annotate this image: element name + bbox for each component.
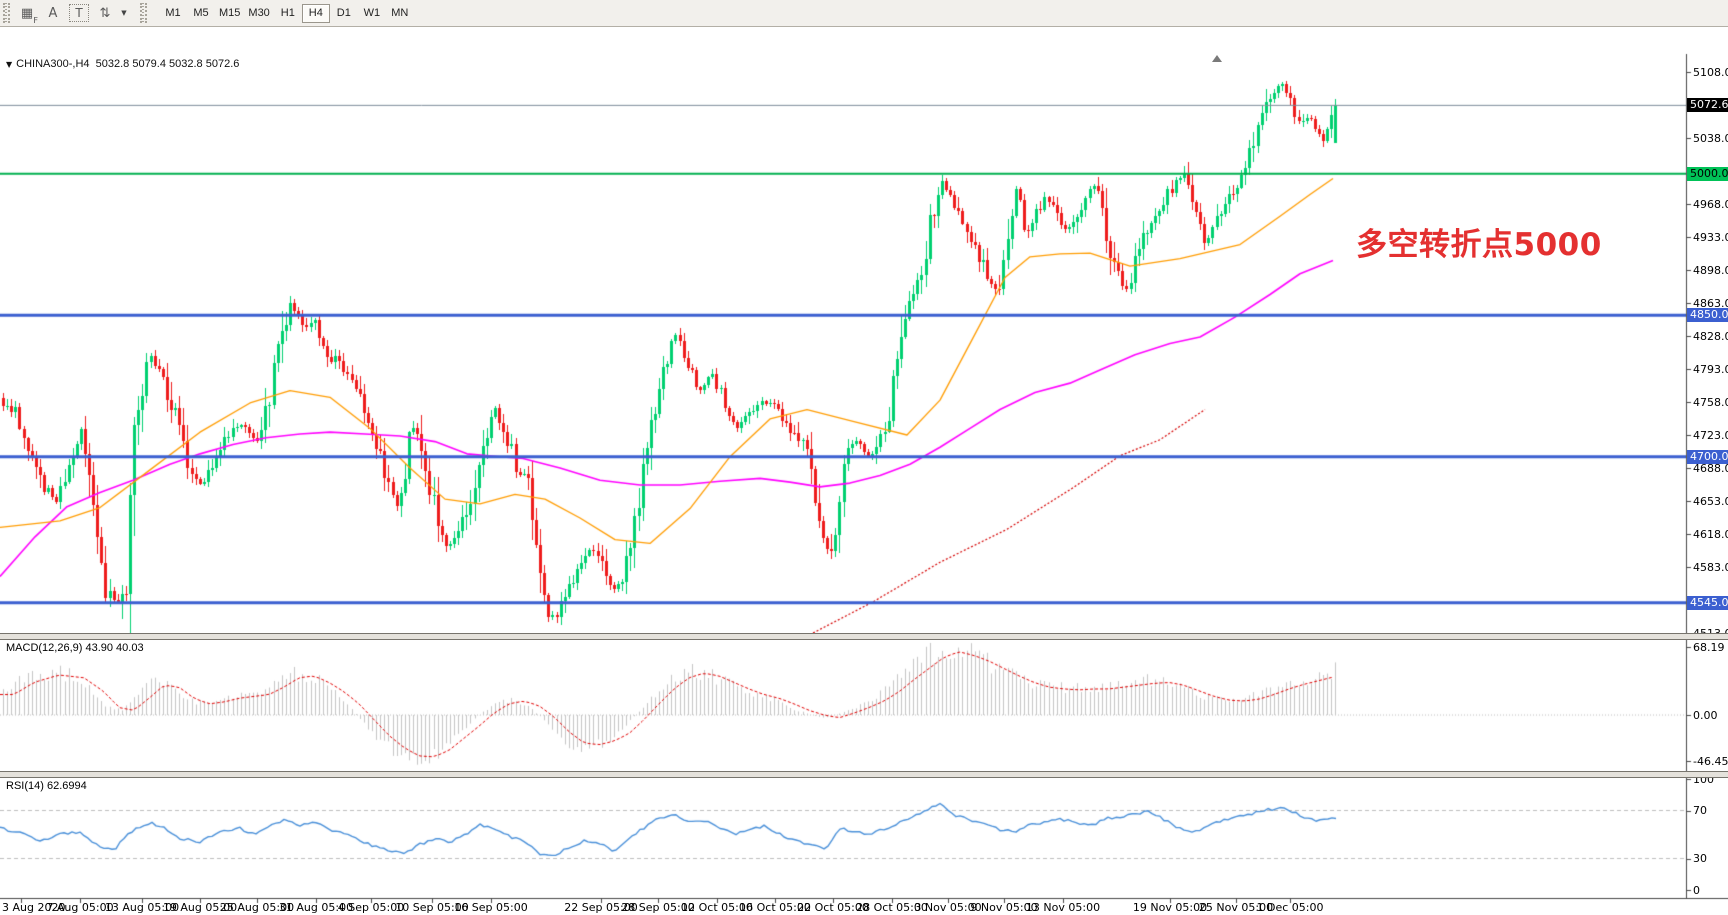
arrange-arrows-icon[interactable]: ⇅ xyxy=(99,5,111,21)
price-badge-5072-6: 5072.6 xyxy=(1687,98,1728,113)
timeframe-button-m5[interactable]: M5 xyxy=(193,7,209,19)
macd-axis-label: -46.45 xyxy=(1693,754,1728,768)
indicator-grid-icon[interactable]: ▦ F xyxy=(20,5,38,25)
price-tick-label: 5108.0 xyxy=(1693,65,1728,79)
date-tick-label: 1 Dec 05:00 xyxy=(1256,901,1324,914)
date-tick-label: 7 Aug 05:00 xyxy=(46,901,114,914)
price-tick-label: 4968.0 xyxy=(1693,197,1728,211)
tools-group: ▦ F A T ⇅ ▼ xyxy=(14,3,130,25)
chart-shift-marker-icon[interactable] xyxy=(1212,55,1222,62)
timeframe-toolbar-drag-handle[interactable] xyxy=(140,3,147,23)
text-box-icon[interactable]: T xyxy=(69,4,89,22)
price-badge-5000-0: 5000.0 xyxy=(1687,166,1728,181)
date-tick-label: 4 Sep 05:00 xyxy=(337,901,405,914)
rsi-axis-label: 70 xyxy=(1693,804,1707,817)
price-chart-canvas[interactable] xyxy=(0,27,1728,915)
timeframe-button-mn[interactable]: MN xyxy=(391,7,409,19)
price-tick-label: 4723.0 xyxy=(1693,428,1728,442)
panel-separator-macd[interactable] xyxy=(0,633,1728,640)
price-tick-label: 4688.0 xyxy=(1693,461,1728,475)
price-tick-label: 4793.0 xyxy=(1693,362,1728,376)
price-tick-label: 4618.0 xyxy=(1693,527,1728,541)
rsi-axis-label: 30 xyxy=(1693,852,1707,865)
date-tick-label: 16 Sep 05:00 xyxy=(454,901,528,914)
panel-separator-rsi[interactable] xyxy=(0,771,1728,778)
timeframe-group: M1 M5 M15 M30 H1 H4 D1 W1 MN xyxy=(159,3,414,23)
price-tick-label: 4863.0 xyxy=(1693,296,1728,310)
timeframe-button-w1[interactable]: W1 xyxy=(363,7,381,19)
rsi-indicator-label: RSI(14) 62.6994 xyxy=(6,780,87,792)
timeframe-button-d1[interactable]: D1 xyxy=(336,7,351,19)
macd-axis-label: 68.19 xyxy=(1693,640,1725,654)
price-tick-label: 4653.0 xyxy=(1693,494,1728,508)
macd-axis-label: 0.00 xyxy=(1693,708,1718,722)
price-badge-4850-0: 4850.0 xyxy=(1687,308,1728,323)
timeframe-button-m30[interactable]: M30 xyxy=(248,7,270,19)
timeframe-button-m15[interactable]: M15 xyxy=(219,7,241,19)
symbol-ohlc-text: CHINA300-,H4 5032.8 5079.4 5032.8 5072.6 xyxy=(16,58,240,70)
price-tick-label: 5038.0 xyxy=(1693,131,1728,145)
text-label-icon[interactable]: A xyxy=(48,5,58,21)
toolbar-drag-handle[interactable] xyxy=(3,3,10,23)
price-tick-label: 4828.0 xyxy=(1693,329,1728,343)
chart-annotation-text[interactable]: 多空转折点5000 xyxy=(1356,227,1602,263)
macd-indicator-label: MACD(12,26,9) 43.90 40.03 xyxy=(6,642,144,654)
timeframe-button-h4[interactable]: H4 xyxy=(301,3,330,23)
date-tick-label: 13 Nov 05:00 xyxy=(1025,901,1101,914)
tool-dropdown-caret-icon[interactable]: ▼ xyxy=(121,9,127,17)
symbol-title[interactable]: ▼ CHINA300-,H4 5032.8 5079.4 5032.8 5072… xyxy=(6,58,239,70)
price-tick-label: 4583.0 xyxy=(1693,560,1728,574)
chart-window: ▼ CHINA300-,H4 5032.8 5079.4 5032.8 5072… xyxy=(0,27,1728,915)
price-badge-4700-0: 4700.0 xyxy=(1687,449,1728,464)
date-tick-label: 19 Nov 05:00 xyxy=(1132,901,1208,914)
timeframe-button-h1[interactable]: H1 xyxy=(280,7,295,19)
toolbar: ▦ F A T ⇅ ▼ M1 M5 M15 M30 H1 H4 D1 W1 MN xyxy=(0,0,1728,27)
price-tick-label: 4758.0 xyxy=(1693,395,1728,409)
price-tick-label: 4898.0 xyxy=(1693,263,1728,277)
timeframe-button-m1[interactable]: M1 xyxy=(165,7,181,19)
price-tick-label: 4933.0 xyxy=(1693,230,1728,244)
rsi-axis-label: 0 xyxy=(1693,883,1700,897)
symbol-caret-icon[interactable]: ▼ xyxy=(6,59,13,69)
price-badge-4545-0: 4545.0 xyxy=(1687,595,1728,610)
